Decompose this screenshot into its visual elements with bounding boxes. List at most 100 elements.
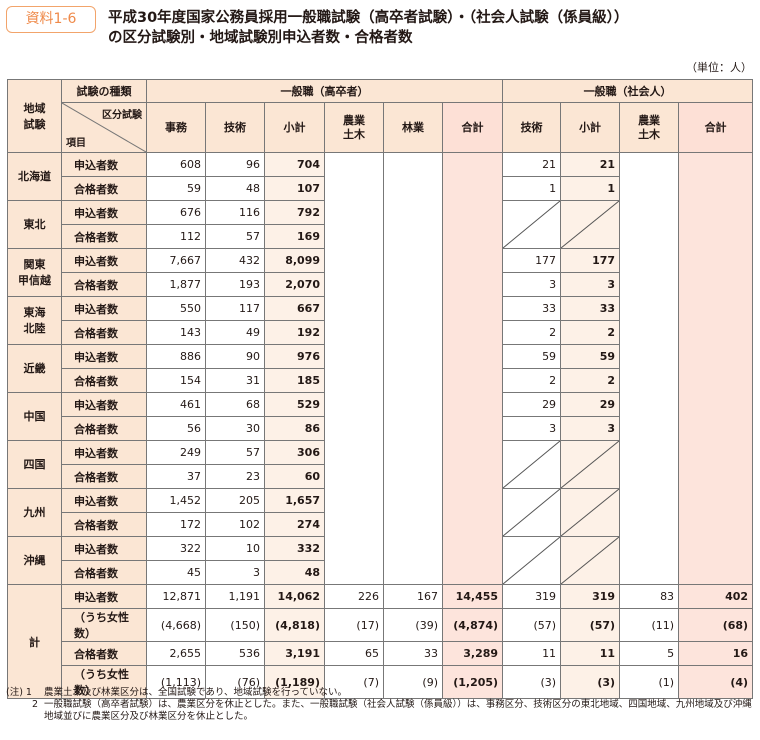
total-cell: 5 — [619, 641, 680, 666]
cell-subtotal: 192 — [264, 320, 325, 345]
cell-subtotal: 8,099 — [264, 248, 325, 273]
total-cell: 319 — [560, 584, 621, 609]
cell-social-gijutsu: 177 — [502, 248, 562, 273]
total-cell: (1,189) — [264, 665, 325, 699]
column-header: 小計 — [560, 102, 621, 153]
footnote-key: 2 — [31, 699, 38, 710]
row-label: 合格者数 — [61, 320, 147, 345]
row-label: 申込者数 — [61, 440, 147, 465]
total-cell: (4,874) — [441, 608, 504, 642]
cell-social-subtotal: 177 — [560, 248, 621, 273]
cell-social-gijutsu: 2 — [502, 320, 562, 345]
table-row: 近畿 申込者数 886 90 976 59 59 — [7, 344, 753, 393]
table-row: 合格者数 154 31 185 2 2 — [8, 368, 753, 393]
region-name: 中国 — [7, 392, 62, 441]
cell-jimu: 608 — [146, 152, 206, 177]
table-row: 東海 北陸 申込者数 550 117 667 33 33 — [7, 296, 753, 345]
cell-subtotal: 60 — [264, 464, 325, 489]
total-cell: 83 — [619, 584, 680, 609]
region-name: 関東 甲信越 — [7, 248, 62, 297]
total-cell: 319 — [502, 584, 562, 609]
cell-gijutsu: 116 — [205, 200, 265, 225]
region-header: 地域 試験 — [7, 79, 62, 153]
cell-jimu: 45 — [146, 560, 206, 585]
total-cell: (3) — [502, 665, 562, 699]
cell-gijutsu: 68 — [205, 392, 265, 417]
total-cell: (17) — [324, 608, 384, 642]
group-high-header: 一般職（高卒者） — [145, 79, 504, 103]
cell-jimu: 886 — [146, 344, 206, 369]
suspended-cell — [502, 440, 562, 489]
total-cell: 12,871 — [146, 584, 206, 609]
cell-subtotal: 86 — [264, 416, 325, 441]
corner-top-label: 区分試験 — [102, 110, 142, 121]
column-header: 技術 — [502, 102, 562, 153]
cell-gijutsu: 31 — [205, 368, 265, 393]
cell-gijutsu: 57 — [205, 224, 265, 249]
total-row: （うち女性数） (1,113) (76) (1,189) (7) (9) (1,205) (3… — [8, 665, 754, 699]
region-name: 九州 — [7, 488, 62, 537]
cell-social-subtotal: 29 — [560, 392, 621, 417]
suspended-cell — [502, 488, 562, 537]
total-cell: 14,062 — [264, 584, 325, 609]
cell-subtotal: 529 — [264, 392, 325, 417]
cell-gijutsu: 193 — [205, 272, 265, 297]
region-name: 近畿 — [7, 344, 62, 393]
total-cell: 167 — [383, 584, 443, 609]
total-cell: (39) — [383, 608, 443, 642]
cell-social-gijutsu: 29 — [502, 392, 562, 417]
column-header: 林業 — [383, 102, 443, 153]
cell-gijutsu: 57 — [205, 440, 265, 465]
blank-nogyo-column — [324, 152, 384, 585]
cell-subtotal: 185 — [264, 368, 325, 393]
column-header: 農業 土木 — [619, 102, 680, 153]
cell-social-gijutsu: 3 — [502, 272, 562, 297]
suspended-cell — [502, 200, 562, 249]
cell-social-subtotal: 59 — [560, 344, 621, 369]
cell-jimu: 550 — [146, 296, 206, 321]
row-label: 申込者数 — [61, 488, 147, 513]
total-cell: (4,818) — [264, 608, 325, 642]
total-cell: (11) — [619, 608, 680, 642]
total-cell: (1,113) — [146, 665, 206, 699]
row-label: 合格者数 — [61, 224, 147, 249]
table-row: 合格者数 112 57 169 — [8, 224, 753, 249]
cell-jimu: 461 — [146, 392, 206, 417]
cell-gijutsu: 102 — [205, 512, 265, 537]
total-cell: (150) — [205, 608, 265, 642]
corner-header-cell: 区分試験 項目 — [61, 102, 147, 153]
page-title: 平成30年度国家公務員採用一般職試験（高卒者試験）・（社会人試験（係員級）） の… — [108, 8, 628, 48]
cell-subtotal: 48 — [264, 560, 325, 585]
blank-social-total-column — [678, 152, 754, 585]
cell-jimu: 59 — [146, 176, 206, 201]
footnote: (注) 1 農業土木及び林業区分は、全国試験であり、地域試験を行っていない。 — [6, 687, 754, 699]
row-label: 申込者数 — [61, 584, 147, 609]
region-name: 北海道 — [7, 152, 62, 201]
cell-gijutsu: 48 — [205, 176, 265, 201]
cell-jimu: 37 — [146, 464, 206, 489]
column-header: 農業 土木 — [324, 102, 384, 153]
cell-jimu: 112 — [146, 224, 206, 249]
cell-gijutsu: 117 — [205, 296, 265, 321]
document-badge: 資料1-6 — [6, 6, 96, 33]
cell-jimu: 1,877 — [146, 272, 206, 297]
cell-subtotal: 704 — [264, 152, 325, 177]
total-cell: (68) — [678, 608, 754, 642]
footnotes: (注) 1 農業土木及び林業区分は、全国試験であり、地域試験を行っていない。 2 一般… — [6, 687, 754, 723]
column-header: 小計 — [264, 102, 325, 153]
total-cell: 536 — [205, 641, 265, 666]
total-row: （うち女性数） (4,668) (150) (4,818) (17) (39) (4,874… — [8, 608, 754, 642]
total-cell: 3,191 — [264, 641, 325, 666]
table-row: 合格者数 1,877 193 2,070 3 3 — [8, 272, 753, 297]
title-line-2: の区分試験別・地域試験別申込者数・合格者数 — [108, 30, 413, 46]
total-row: 合格者数 2,655 536 3,191 65 33 3,289 11 11 5 16 — [8, 641, 754, 666]
footnote: 2 一般職試験（高卒者試験）は、農業区分を休止とした。また、一般職試験（社会人試験… — [6, 699, 754, 723]
table-row: 合格者数 37 23 60 — [8, 464, 753, 489]
table-header: 地域 試験 試験の種類 一般職（高卒者） 一般職（社会人） 区分試験 項目 事務… — [7, 79, 754, 153]
cell-gijutsu: 30 — [205, 416, 265, 441]
row-label: （うち女性数） — [61, 665, 147, 699]
table-body: 北海道 申込者数 608 96 704 21 21 合格者数 59 48 107 1 1 東北 申込者数 67… — [7, 152, 754, 699]
cell-social-gijutsu: 3 — [502, 416, 562, 441]
region-name: 沖縄 — [7, 536, 62, 585]
total-cell: (1) — [619, 665, 680, 699]
